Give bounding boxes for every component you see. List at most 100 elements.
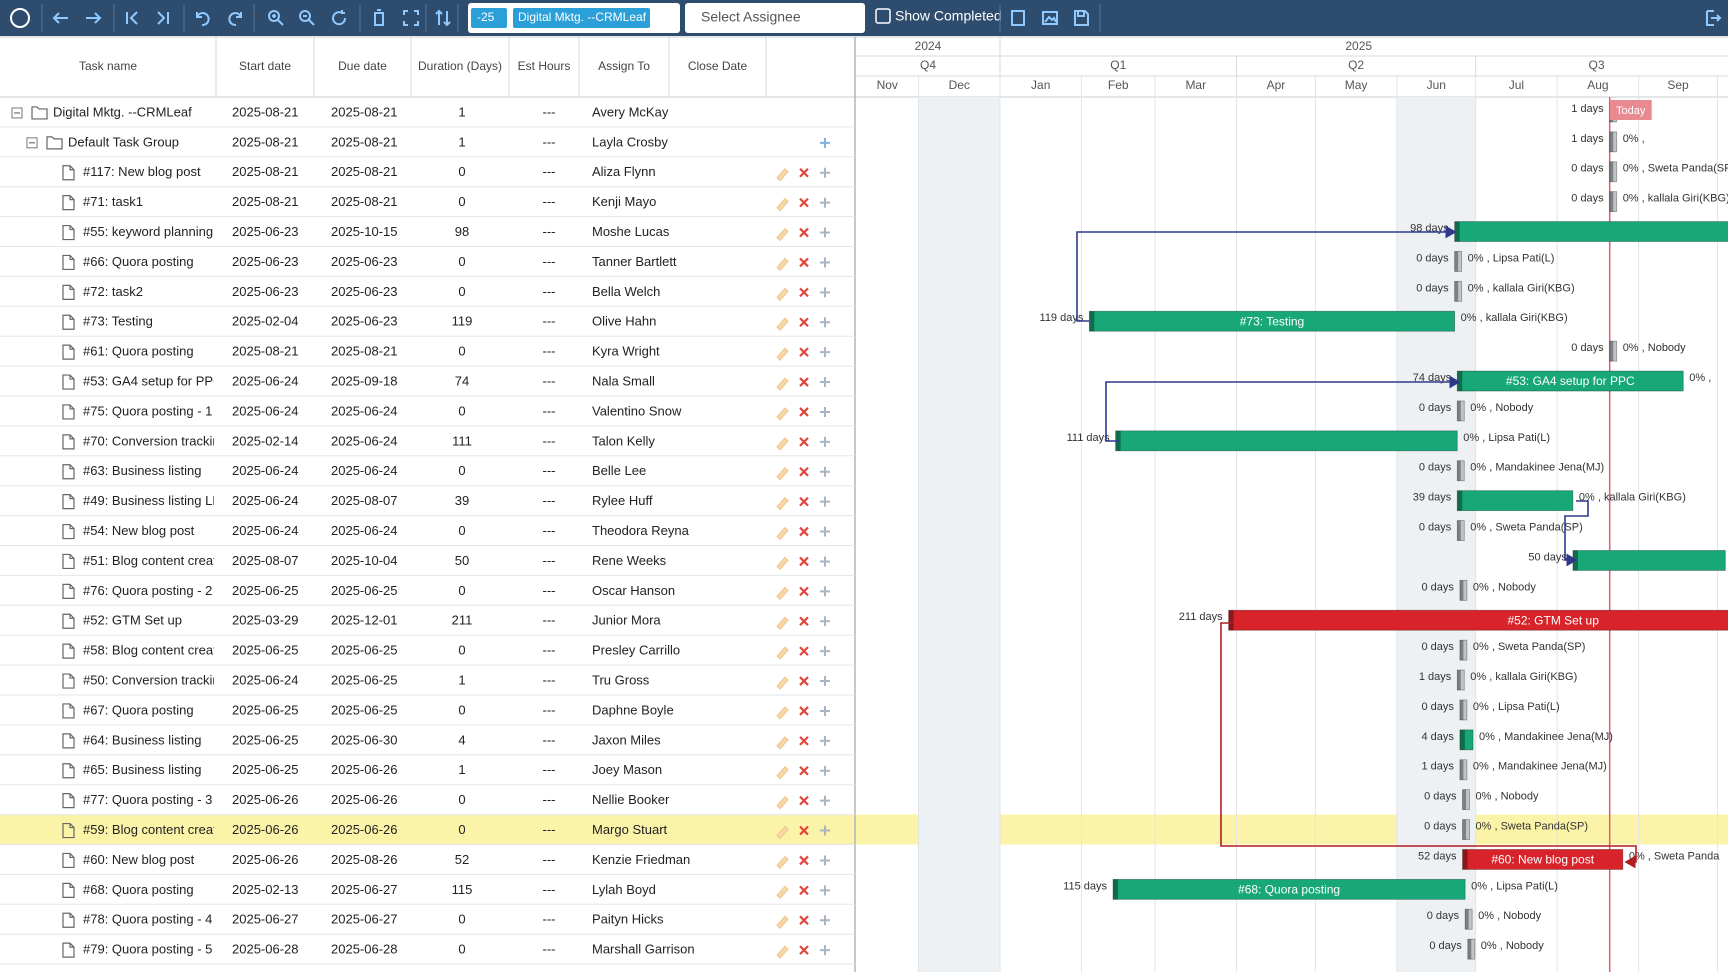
delete-button[interactable] (799, 915, 809, 926)
add-button[interactable] (820, 676, 830, 687)
gantt-bar[interactable] (1456, 669, 1465, 691)
edit-button[interactable] (776, 227, 789, 242)
column-header[interactable]: Start date (239, 59, 291, 73)
task-name[interactable]: #67: Quora posting (83, 702, 194, 717)
delete-button[interactable] (799, 706, 809, 716)
add-button[interactable] (820, 825, 830, 836)
task-name[interactable]: #59: Blog content creati (83, 822, 220, 837)
gantt-bar[interactable] (1456, 460, 1465, 482)
task-name[interactable]: #76: Quora posting - 2 (83, 583, 212, 598)
add-button[interactable] (820, 436, 830, 447)
gantt-bar[interactable] (1462, 819, 1470, 840)
column-header[interactable]: Duration (Days) (418, 59, 502, 73)
delete-button[interactable] (799, 825, 809, 836)
delete-button[interactable] (799, 795, 809, 806)
edit-button[interactable] (776, 885, 789, 900)
gantt-bar[interactable] (1609, 161, 1618, 183)
edit-button[interactable] (776, 197, 789, 212)
gantt-bar[interactable] (1112, 878, 1466, 900)
add-button[interactable] (820, 795, 830, 806)
gantt-bar[interactable] (1462, 789, 1470, 811)
gantt-bar[interactable] (1609, 191, 1618, 213)
add-button[interactable] (820, 556, 830, 567)
add-button[interactable] (820, 317, 830, 328)
task-name[interactable]: #79: Quora posting - 5 (83, 942, 212, 957)
toolbar-button[interactable] (374, 9, 384, 26)
toolbar-button[interactable] (1042, 11, 1058, 25)
delete-button[interactable] (799, 347, 809, 357)
add-button[interactable] (820, 227, 830, 238)
add-button[interactable] (820, 646, 830, 657)
edit-button[interactable] (776, 377, 789, 391)
edit-button[interactable] (776, 766, 789, 780)
task-name[interactable]: #55: keyword planning t (83, 224, 221, 239)
add-button[interactable] (820, 586, 830, 597)
task-name[interactable]: #52: GTM Set up (83, 613, 182, 628)
toolbar-button[interactable] (86, 12, 102, 24)
edit-button[interactable] (776, 407, 789, 421)
toolbar-button[interactable] (299, 10, 315, 26)
delete-button[interactable] (799, 227, 809, 238)
delete-button[interactable] (799, 496, 809, 507)
add-button[interactable] (820, 945, 830, 956)
column-header[interactable]: Task name (79, 59, 137, 73)
add-button[interactable] (820, 287, 830, 298)
toolbar-button[interactable] (332, 10, 347, 26)
add-button[interactable] (820, 885, 830, 896)
edit-button[interactable] (776, 317, 789, 331)
task-name[interactable]: #49: Business listing LE (83, 493, 221, 508)
task-name[interactable]: #58: Blog content creati (83, 643, 220, 658)
column-header[interactable]: Assign To (598, 59, 650, 73)
assignee-select[interactable] (685, 3, 865, 33)
task-name[interactable]: #60: New blog post (83, 852, 195, 867)
toolbar-button[interactable] (196, 12, 210, 27)
delete-button[interactable] (799, 885, 809, 896)
task-name[interactable]: #50: Conversion trackin (83, 672, 220, 687)
add-button[interactable] (820, 496, 830, 507)
delete-button[interactable] (799, 287, 809, 298)
edit-button[interactable] (776, 287, 789, 302)
edit-button[interactable] (776, 496, 789, 511)
gantt-bar[interactable] (1609, 340, 1618, 362)
delete-button[interactable] (799, 646, 809, 656)
toolbar-button[interactable] (1706, 10, 1722, 26)
edit-button[interactable] (776, 347, 789, 361)
toolbar-button[interactable] (435, 9, 451, 27)
edit-button[interactable] (776, 915, 789, 929)
task-name[interactable]: #65: Business listing (83, 762, 202, 777)
delete-button[interactable] (799, 437, 809, 447)
gantt-bar[interactable] (1459, 729, 1474, 751)
toolbar-button[interactable] (403, 10, 419, 26)
task-name[interactable]: #73: Testing (83, 314, 153, 329)
delete-button[interactable] (799, 616, 809, 627)
edit-button[interactable] (776, 855, 789, 870)
chip[interactable] (513, 8, 650, 28)
add-button[interactable] (820, 167, 830, 178)
delete-button[interactable] (799, 855, 809, 866)
task-name[interactable]: #61: Quora posting (83, 344, 194, 359)
delete-button[interactable] (799, 676, 809, 686)
delete-button[interactable] (799, 257, 809, 268)
gantt-bar[interactable] (1572, 550, 1726, 571)
add-button[interactable] (820, 855, 830, 866)
gantt-bar[interactable] (1456, 400, 1465, 422)
add-button[interactable] (820, 466, 830, 477)
delete-button[interactable] (799, 197, 809, 208)
add-button[interactable] (820, 526, 830, 537)
toolbar-button[interactable] (1011, 10, 1025, 26)
toolbar-button[interactable] (268, 10, 284, 26)
gantt-bar[interactable] (1459, 699, 1468, 721)
add-button[interactable] (820, 616, 830, 627)
add-button[interactable] (820, 257, 830, 268)
toolbar-button[interactable] (1074, 10, 1089, 26)
toolbar-button[interactable] (157, 11, 169, 25)
toolbar-button[interactable] (52, 12, 68, 24)
logo[interactable] (10, 8, 30, 28)
task-name[interactable]: #75: Quora posting - 1 (83, 403, 212, 418)
gantt-bar[interactable] (1462, 849, 1624, 870)
task-name[interactable]: #64: Business listing (83, 732, 202, 747)
add-button[interactable] (820, 377, 830, 388)
add-button[interactable] (820, 197, 830, 208)
task-name[interactable]: #78: Quora posting - 4 (83, 912, 212, 927)
delete-button[interactable] (799, 466, 809, 477)
